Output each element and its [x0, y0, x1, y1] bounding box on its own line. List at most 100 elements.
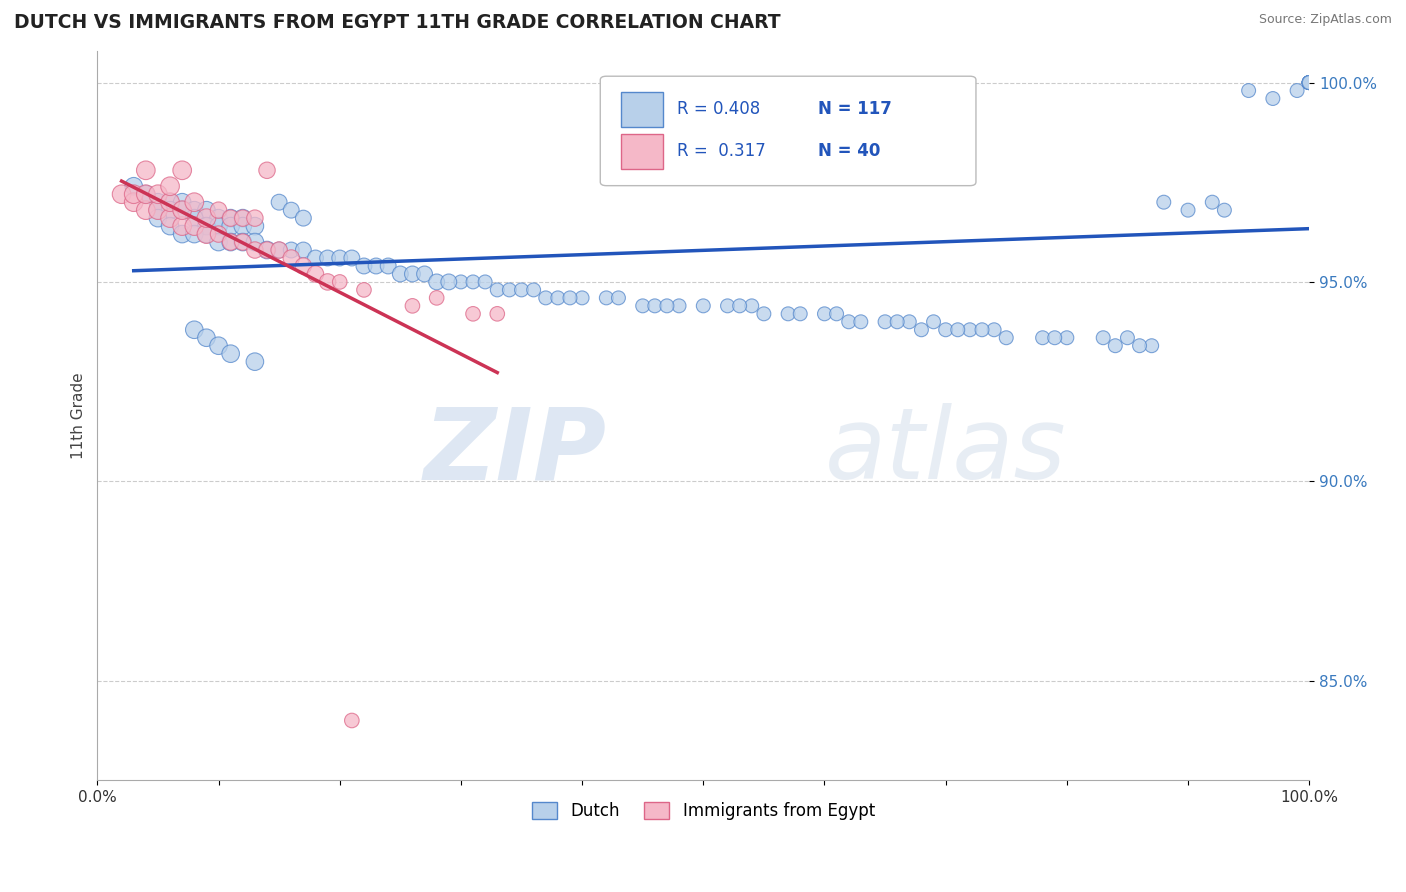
Point	[353, 259, 375, 273]
Point	[1032, 331, 1054, 345]
Point	[304, 251, 326, 265]
Point	[172, 203, 194, 218]
Point	[813, 307, 835, 321]
Point	[825, 307, 848, 321]
Text: N = 40: N = 40	[818, 142, 880, 160]
Point	[752, 307, 775, 321]
Point	[741, 299, 763, 313]
Point	[995, 331, 1018, 345]
Point	[486, 283, 509, 297]
Point	[207, 211, 229, 226]
Point	[183, 219, 205, 233]
Point	[146, 211, 169, 226]
Point	[280, 203, 302, 218]
Point	[340, 251, 363, 265]
Point	[716, 299, 738, 313]
Point	[256, 163, 278, 178]
Point	[1298, 76, 1320, 90]
Point	[534, 291, 557, 305]
Point	[243, 235, 266, 249]
Point	[207, 203, 229, 218]
Point	[377, 259, 399, 273]
Point	[571, 291, 593, 305]
Point	[219, 235, 242, 249]
Point	[292, 211, 315, 226]
Point	[329, 275, 352, 289]
Point	[970, 323, 993, 337]
Point	[195, 211, 218, 226]
Point	[110, 187, 132, 202]
Point	[898, 315, 921, 329]
Point	[316, 275, 339, 289]
Point	[316, 251, 339, 265]
Point	[1092, 331, 1115, 345]
Point	[1298, 76, 1320, 90]
Point	[135, 187, 157, 202]
Point	[219, 347, 242, 361]
Point	[461, 307, 484, 321]
Point	[413, 267, 436, 281]
Point	[946, 323, 969, 337]
Point	[159, 195, 181, 210]
Text: atlas: atlas	[824, 403, 1066, 500]
Point	[1043, 331, 1066, 345]
Point	[207, 219, 229, 233]
Point	[1237, 84, 1260, 98]
Point	[401, 299, 423, 313]
Point	[631, 299, 654, 313]
Point	[146, 203, 169, 218]
Point	[256, 243, 278, 257]
Point	[219, 235, 242, 249]
Point	[135, 187, 157, 202]
Point	[644, 299, 666, 313]
Point	[146, 187, 169, 202]
Point	[935, 323, 957, 337]
Text: N = 117: N = 117	[818, 100, 893, 118]
Point	[243, 219, 266, 233]
Point	[243, 243, 266, 257]
Point	[558, 291, 581, 305]
Point	[195, 203, 218, 218]
Point	[486, 307, 509, 321]
Point	[232, 235, 254, 249]
Point	[1298, 76, 1320, 90]
Point	[655, 299, 678, 313]
Point	[1177, 203, 1199, 218]
Text: ZIP: ZIP	[423, 403, 606, 500]
Point	[172, 195, 194, 210]
Point	[1298, 76, 1320, 90]
Point	[1298, 76, 1320, 90]
Point	[183, 195, 205, 210]
Point	[1298, 76, 1320, 90]
Point	[426, 291, 449, 305]
Point	[207, 227, 229, 241]
Point	[959, 323, 981, 337]
Point	[207, 339, 229, 353]
Y-axis label: 11th Grade: 11th Grade	[72, 372, 86, 458]
Text: DUTCH VS IMMIGRANTS FROM EGYPT 11TH GRADE CORRELATION CHART: DUTCH VS IMMIGRANTS FROM EGYPT 11TH GRAD…	[14, 13, 780, 32]
Point	[1128, 339, 1150, 353]
Point	[474, 275, 496, 289]
Point	[122, 187, 145, 202]
Point	[1116, 331, 1139, 345]
Point	[886, 315, 908, 329]
Point	[910, 323, 932, 337]
Point	[498, 283, 520, 297]
Point	[329, 251, 352, 265]
Point	[159, 195, 181, 210]
Point	[547, 291, 569, 305]
Point	[172, 163, 194, 178]
Point	[1104, 339, 1126, 353]
Point	[595, 291, 617, 305]
Point	[838, 315, 860, 329]
Point	[728, 299, 751, 313]
Point	[1153, 195, 1175, 210]
Point	[219, 211, 242, 226]
Point	[159, 179, 181, 194]
Point	[195, 331, 218, 345]
Point	[389, 267, 412, 281]
Point	[450, 275, 472, 289]
Bar	[621, 134, 664, 169]
Point	[183, 203, 205, 218]
FancyBboxPatch shape	[600, 76, 976, 186]
